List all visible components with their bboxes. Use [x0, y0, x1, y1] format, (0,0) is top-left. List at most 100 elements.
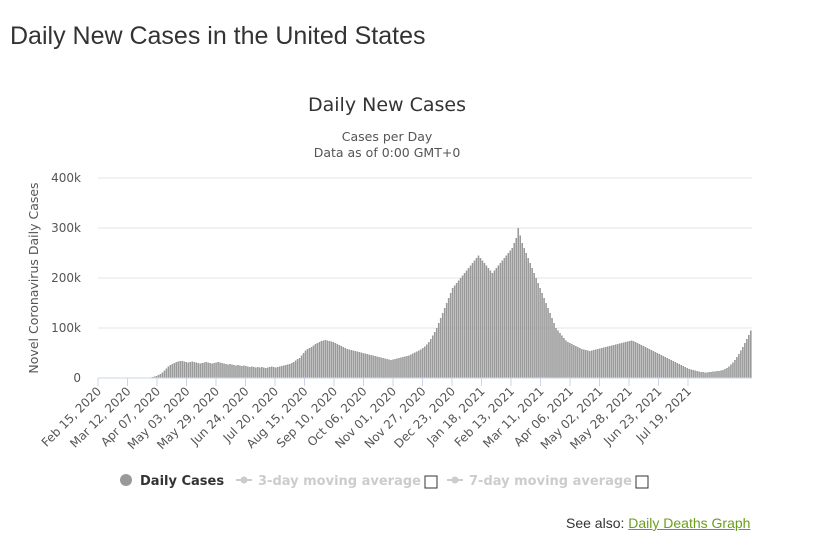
bar[interactable]	[209, 363, 211, 378]
bar[interactable]	[298, 358, 301, 378]
bar[interactable]	[185, 362, 188, 378]
bar[interactable]	[646, 348, 649, 378]
bar[interactable]	[175, 362, 178, 378]
bar[interactable]	[340, 346, 343, 378]
bar[interactable]	[408, 355, 410, 379]
bar[interactable]	[706, 372, 708, 379]
bar[interactable]	[235, 365, 237, 379]
bar[interactable]	[553, 323, 555, 378]
bar[interactable]	[215, 362, 217, 379]
bar[interactable]	[447, 298, 450, 378]
bar[interactable]	[169, 365, 172, 378]
bar[interactable]	[557, 330, 559, 379]
bar[interactable]	[223, 363, 225, 379]
bar[interactable]	[318, 342, 321, 378]
bar[interactable]	[716, 371, 718, 378]
bar[interactable]	[712, 371, 714, 379]
bar[interactable]	[618, 343, 621, 379]
bar[interactable]	[690, 369, 692, 379]
bar[interactable]	[253, 367, 255, 378]
bar[interactable]	[742, 347, 744, 378]
bar[interactable]	[400, 357, 402, 379]
bar[interactable]	[181, 361, 184, 378]
bar[interactable]	[670, 360, 673, 378]
bar[interactable]	[274, 367, 277, 379]
bar[interactable]	[477, 255, 480, 379]
bar[interactable]	[523, 248, 525, 378]
bar[interactable]	[443, 308, 446, 378]
bar[interactable]	[732, 362, 734, 379]
bar[interactable]	[159, 374, 162, 378]
bar[interactable]	[374, 356, 376, 378]
bar[interactable]	[424, 346, 426, 379]
bar[interactable]	[416, 351, 418, 379]
daily-deaths-graph-link[interactable]: Daily Deaths Graph	[628, 515, 751, 531]
bar[interactable]	[272, 367, 275, 378]
bar[interactable]	[545, 303, 547, 378]
bar[interactable]	[642, 346, 645, 378]
bar[interactable]	[420, 349, 422, 379]
bar[interactable]	[221, 363, 223, 378]
bar[interactable]	[201, 363, 203, 378]
bar[interactable]	[487, 268, 490, 378]
bar[interactable]	[561, 335, 563, 379]
bar[interactable]	[270, 366, 273, 379]
bar[interactable]	[666, 358, 669, 378]
bar[interactable]	[529, 263, 531, 378]
bar[interactable]	[473, 260, 476, 379]
bar[interactable]	[364, 353, 366, 379]
bar[interactable]	[350, 350, 353, 378]
bar[interactable]	[255, 367, 257, 379]
bar[interactable]	[676, 363, 679, 378]
bar[interactable]	[730, 364, 732, 379]
bar[interactable]	[398, 358, 400, 378]
bar[interactable]	[650, 350, 653, 378]
bar[interactable]	[479, 258, 482, 378]
bar[interactable]	[451, 288, 454, 378]
bar[interactable]	[422, 348, 424, 378]
bar[interactable]	[497, 265, 500, 379]
bar[interactable]	[600, 348, 603, 378]
bar[interactable]	[668, 359, 671, 378]
bar[interactable]	[326, 340, 329, 379]
bar[interactable]	[316, 343, 319, 378]
bar[interactable]	[662, 356, 665, 378]
bar[interactable]	[249, 367, 251, 378]
bar[interactable]	[441, 313, 444, 378]
bar[interactable]	[594, 349, 597, 379]
bar[interactable]	[571, 344, 573, 378]
bar[interactable]	[284, 365, 287, 378]
bar[interactable]	[251, 366, 253, 379]
bar[interactable]	[429, 339, 432, 378]
bar[interactable]	[161, 372, 164, 379]
bar[interactable]	[304, 350, 307, 379]
bar[interactable]	[569, 343, 571, 378]
bar[interactable]	[445, 303, 448, 378]
bar[interactable]	[278, 366, 281, 379]
bar[interactable]	[592, 350, 595, 378]
bar[interactable]	[575, 346, 577, 378]
bar[interactable]	[602, 347, 605, 379]
bar[interactable]	[290, 363, 293, 378]
bar[interactable]	[153, 376, 156, 379]
bar[interactable]	[396, 358, 398, 379]
bar[interactable]	[237, 365, 239, 378]
bar[interactable]	[199, 363, 201, 379]
bar[interactable]	[155, 376, 158, 378]
bar[interactable]	[205, 362, 207, 378]
bar[interactable]	[414, 352, 416, 379]
bar[interactable]	[292, 362, 295, 378]
bar[interactable]	[463, 273, 466, 378]
bar[interactable]	[664, 357, 667, 378]
bar[interactable]	[362, 353, 364, 378]
bar[interactable]	[406, 356, 408, 378]
bar[interactable]	[306, 349, 309, 378]
bar[interactable]	[654, 352, 657, 378]
bar[interactable]	[288, 364, 291, 378]
bar[interactable]	[612, 345, 615, 378]
bar[interactable]	[418, 350, 420, 379]
bar[interactable]	[457, 280, 460, 379]
bar[interactable]	[354, 351, 357, 378]
bar[interactable]	[539, 288, 541, 378]
bar[interactable]	[567, 342, 569, 378]
